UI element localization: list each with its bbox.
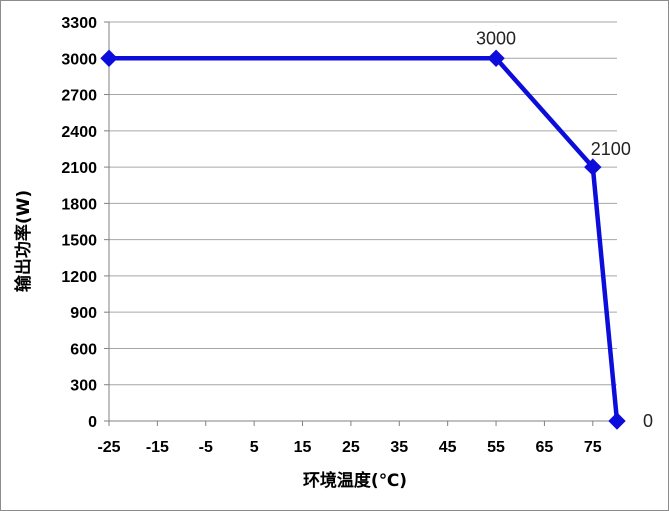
x-tick-labels: -25 -15 -5 5 15 25 35 45 55 65 75: [97, 439, 601, 456]
x-tick-label: 35: [390, 439, 408, 456]
x-tick-label: 55: [487, 439, 505, 456]
x-tick-label: 65: [536, 439, 554, 456]
x-tick-label: -15: [146, 439, 169, 456]
x-tick-label: 75: [584, 439, 602, 456]
data-label: 2100: [591, 139, 631, 159]
data-labels: 3000 2100 0: [476, 28, 653, 431]
y-tick-label: 3300: [61, 15, 97, 32]
x-tick-label: 5: [250, 439, 259, 456]
x-tick-label: 25: [342, 439, 360, 456]
x-axis-title: 环境温度(℃): [303, 470, 407, 491]
x-tick-label: -5: [199, 439, 213, 456]
data-point-marker: [100, 49, 118, 67]
data-point-marker: [584, 158, 602, 176]
y-tick-label: 3000: [61, 51, 97, 68]
series: [100, 49, 626, 430]
y-tick-label: 300: [70, 378, 97, 395]
x-tick-label: 45: [439, 439, 457, 456]
y-tick-label: 900: [70, 305, 97, 322]
y-tick-label: 1200: [61, 269, 97, 286]
x-tick-label: 15: [294, 439, 312, 456]
y-tick-label: 2100: [61, 160, 97, 177]
grid-lines: [109, 21, 617, 422]
y-tick-label: 600: [70, 341, 97, 358]
series-line: [109, 56, 620, 422]
data-point-marker: [608, 412, 626, 430]
y-tick-label: 0: [88, 414, 97, 431]
axes: [104, 21, 617, 426]
y-tick-label: 1500: [61, 233, 97, 250]
data-label: 3000: [476, 28, 516, 48]
y-tick-label: 1800: [61, 196, 97, 213]
data-label: 0: [643, 411, 653, 431]
data-point-marker: [487, 49, 505, 67]
y-tick-label: 2400: [61, 124, 97, 141]
x-tick-label: -25: [97, 439, 120, 456]
y-axis-title: 输出功率(W): [13, 190, 34, 292]
y-tick-label: 2700: [61, 88, 97, 105]
y-tick-labels: 0 300 600 900 1200 1500 1800 2100 2400 2700 3000 33…: [61, 15, 97, 431]
